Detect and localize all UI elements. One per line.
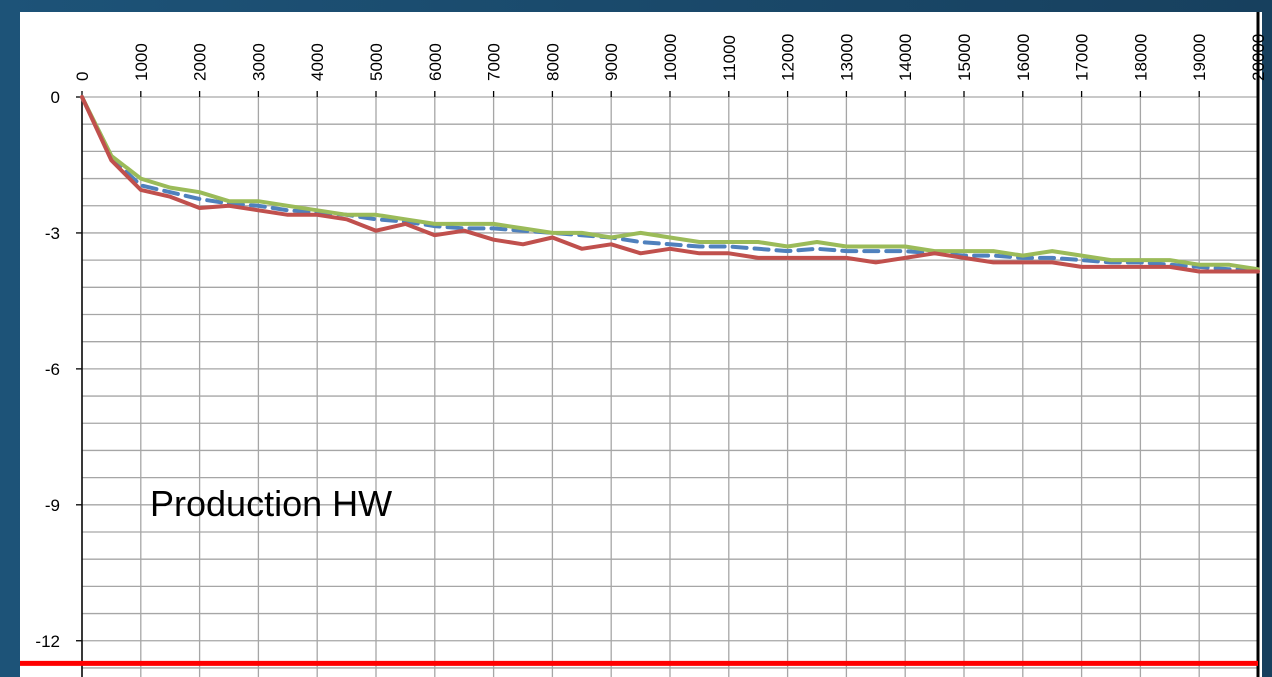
x-tick-label: 13000 xyxy=(837,34,856,81)
x-tick-label: 12000 xyxy=(779,34,798,81)
x-tick-label: 14000 xyxy=(896,34,915,81)
x-tick-label: 17000 xyxy=(1073,34,1092,81)
plot-background xyxy=(20,12,1262,677)
x-tick-label: 15000 xyxy=(955,34,974,81)
annotation: Production HW xyxy=(150,483,392,524)
x-tick-label: 16000 xyxy=(1014,34,1033,81)
y-tick-label: -3 xyxy=(45,224,60,243)
x-tick-label: 18000 xyxy=(1131,34,1150,81)
series-line xyxy=(80,95,1260,272)
y-tick-label: -9 xyxy=(45,496,60,515)
x-tick-label: 2000 xyxy=(191,43,210,81)
y-tick-label: 0 xyxy=(51,88,60,107)
x-tick-label: 9000 xyxy=(602,43,621,81)
x-tick-label: 5000 xyxy=(367,43,386,81)
x-tick-label: 11000 xyxy=(720,35,739,81)
x-tick-label: 10000 xyxy=(661,34,680,81)
x-tick-label: 19000 xyxy=(1190,34,1209,81)
x-tick-label: 6000 xyxy=(426,43,445,81)
labels: 0 -3 -6 -9 -12 0 1000 2000 3000 4000 5000 6000 7000 8… xyxy=(35,34,1268,651)
series-line xyxy=(80,95,1260,274)
y-tick-label: -6 xyxy=(45,360,60,379)
y-tick-label: -12 xyxy=(35,632,60,651)
x-tick-label: 7000 xyxy=(485,43,504,81)
x-tick-label: 3000 xyxy=(249,43,268,81)
x-tick-label: 8000 xyxy=(543,43,562,81)
series-line xyxy=(80,95,1260,272)
x-tick-label: 4000 xyxy=(308,43,327,81)
grid xyxy=(76,12,1260,677)
x-tick-label: 0 xyxy=(73,72,92,81)
x-tick-label: 1000 xyxy=(132,43,151,81)
lines xyxy=(20,95,1260,666)
x-tick-label: 20000 xyxy=(1249,34,1268,81)
